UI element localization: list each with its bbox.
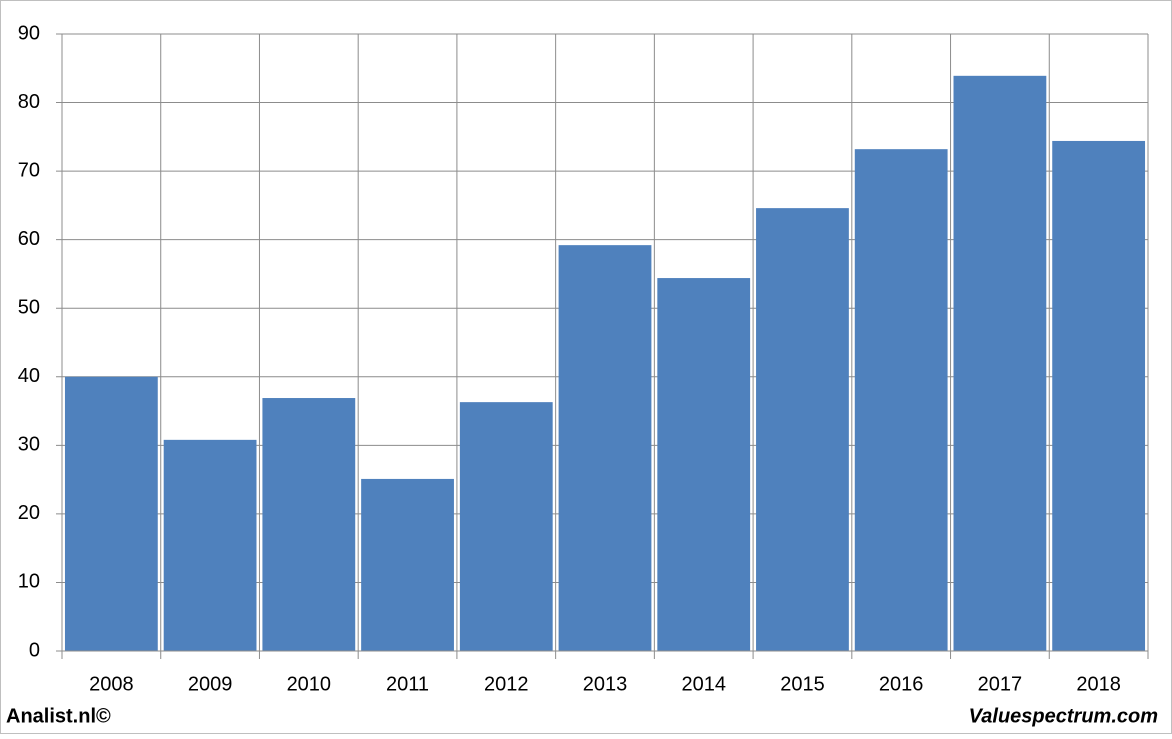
y-tick-label: 0 xyxy=(29,639,40,661)
y-tick-label: 90 xyxy=(18,22,40,44)
y-tick-label: 70 xyxy=(18,159,40,181)
bar xyxy=(262,398,356,651)
y-tick-label: 30 xyxy=(18,434,40,456)
bar xyxy=(756,208,849,651)
x-tick-label: 2017 xyxy=(978,673,1023,695)
x-tick-label: 2016 xyxy=(879,673,924,695)
bar xyxy=(854,149,948,651)
bar xyxy=(558,245,652,651)
y-tick-label: 40 xyxy=(18,365,40,387)
x-tick-label: 2014 xyxy=(681,673,726,695)
x-tick-label: 2018 xyxy=(1076,673,1121,695)
x-tick-label: 2008 xyxy=(89,673,134,695)
y-tick-label: 60 xyxy=(18,228,40,250)
y-tick-label: 20 xyxy=(18,502,40,524)
bar xyxy=(163,439,257,651)
x-tick-label: 2013 xyxy=(583,673,628,695)
x-tick-label: 2010 xyxy=(287,673,332,695)
bar xyxy=(1052,140,1146,652)
x-tick-label: 2009 xyxy=(188,673,233,695)
bar xyxy=(361,478,454,651)
y-tick-label: 10 xyxy=(18,571,40,593)
y-tick-label: 50 xyxy=(18,297,40,319)
credit-right: Valuespectrum.com xyxy=(969,705,1158,727)
credit-left: Analist.nl© xyxy=(6,705,111,727)
bar xyxy=(64,376,158,651)
x-tick-label: 2015 xyxy=(780,673,825,695)
x-tick-label: 2011 xyxy=(386,673,429,695)
bar xyxy=(657,278,751,651)
y-tick-label: 80 xyxy=(18,91,40,113)
bar xyxy=(953,75,1047,651)
bar xyxy=(459,402,553,651)
x-tick-label: 2012 xyxy=(484,673,529,695)
